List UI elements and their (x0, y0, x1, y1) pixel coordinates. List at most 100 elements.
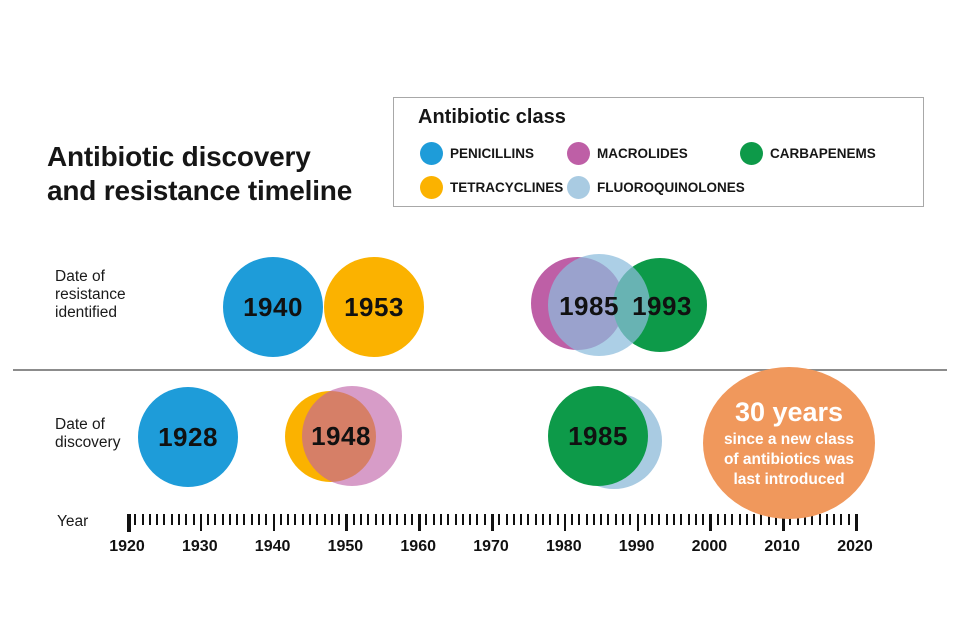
axis-tick (833, 514, 836, 525)
axis-tick-label: 2020 (837, 538, 873, 555)
axis-tick (228, 514, 231, 525)
discovery-row-label-line2: discovery (55, 434, 121, 451)
legend-box: Antibiotic class PENICILLINS MACROLIDES … (393, 97, 924, 207)
axis-tick (396, 514, 399, 525)
axis-tick (236, 514, 239, 525)
axis-tick (665, 514, 668, 525)
axis-tick (381, 514, 384, 525)
axis-tick (825, 514, 828, 525)
axis-tick (745, 514, 748, 525)
axis-tick (367, 514, 370, 525)
axis-tick (141, 514, 144, 525)
axis-tick (578, 514, 581, 525)
legend-item-carbapenems: CARBAPENEMS (740, 141, 876, 165)
axis-tick (673, 514, 675, 525)
legend-label-macrolides: MACROLIDES (597, 145, 688, 161)
axis-tick (571, 514, 574, 525)
resistance-year-tetracyclines: 1953 (344, 291, 404, 322)
axis-tick (723, 514, 726, 525)
axis-tick (374, 514, 377, 525)
callout-line1: since a new class (723, 430, 855, 448)
axis-tick-label: 1970 (473, 538, 509, 555)
axis-tick (796, 514, 799, 525)
axis-tick (309, 514, 311, 525)
axis-tick (185, 514, 188, 525)
axis-tick (512, 514, 515, 525)
discovery-row-label-line1: Date of (55, 416, 105, 433)
axis-tick (177, 514, 180, 525)
axis-tick (760, 514, 763, 525)
row-divider (13, 369, 947, 371)
axis-tick (170, 514, 173, 525)
page-title-line2: and resistance timeline (47, 175, 353, 206)
axis-tick-label: 2000 (691, 538, 728, 555)
axis-tick (163, 514, 166, 525)
axis-tick (527, 514, 530, 525)
axis-tick (804, 514, 807, 525)
axis-tick (156, 514, 159, 525)
axis-tick (403, 514, 406, 525)
axis-tick (709, 514, 712, 531)
axis-tick (592, 514, 595, 525)
tetracyclines-swatch-icon (420, 175, 443, 199)
axis-tick (221, 514, 224, 525)
axis-tick (651, 514, 654, 525)
axis-tick-label: 2010 (764, 538, 800, 555)
axis-tick (541, 514, 544, 525)
axis-tick (687, 514, 690, 525)
axis-tick (607, 514, 610, 525)
axis-tick (440, 514, 443, 525)
axis-tick (432, 514, 435, 525)
discovery-year-tetracyclines-macrolides: 1948 (311, 421, 371, 451)
discovery-bubble-carbapenems: 1985 (548, 386, 648, 486)
legend-item-fluoroquinolones: FLUOROQUINOLONES (567, 175, 745, 199)
axis-tick (250, 514, 253, 525)
axis-tick (614, 514, 617, 525)
axis-year-label: Year (57, 513, 89, 530)
axis-tick (410, 514, 413, 525)
axis-tick (476, 514, 479, 525)
axis-tick (847, 514, 850, 525)
axis-tick (855, 514, 858, 531)
axis-tick (622, 514, 625, 525)
resistance-year-carbapenems: 1993 (632, 291, 692, 321)
resistance-bubble-penicillins: 1940 (223, 257, 323, 357)
axis-tick (774, 514, 777, 525)
axis-tick (418, 514, 421, 531)
axis-tick (330, 514, 333, 525)
axis-tick-label: 1920 (109, 538, 145, 555)
discovery-bubble-macrolides (302, 386, 402, 486)
fluoroquinolones-swatch-icon (567, 175, 590, 199)
resistance-row-label-line3: identified (55, 304, 118, 321)
penicillins-swatch-icon (420, 141, 443, 165)
axis-tick (643, 514, 646, 525)
axis-tick (534, 514, 537, 525)
legend-title: Antibiotic class (418, 106, 566, 128)
axis-tick (279, 514, 282, 525)
axis-tick (811, 514, 814, 525)
axis-ticks: 1920 1930 1940 1950 1960 1970 1980 1990 2000 2010… (109, 514, 873, 564)
axis-tick-label: 1960 (400, 538, 436, 555)
axis-tick (767, 514, 770, 525)
callout-line2: of antibiotics was (723, 450, 855, 468)
legend-item-macrolides: MACROLIDES (567, 141, 688, 165)
axis-tick (491, 514, 494, 531)
axis-tick (840, 514, 843, 525)
legend-item-penicillins: PENICILLINS (420, 141, 534, 165)
resistance-row-label-line2: resistance (55, 286, 126, 303)
axis-tick-label: 1990 (618, 538, 655, 555)
callout-30-years: 30 years since a new class of antibiotic… (703, 367, 875, 519)
legend-item-tetracyclines: TETRACYCLINES (420, 175, 563, 199)
axis-tick (483, 514, 486, 525)
axis-tick (301, 514, 304, 525)
axis-tick (520, 514, 523, 525)
axis-tick (352, 514, 355, 525)
axis-tick (258, 514, 261, 525)
carbapenems-swatch-icon (740, 141, 763, 165)
axis-tick (338, 514, 341, 525)
axis-tick-label: 1950 (327, 538, 364, 555)
axis-tick (272, 514, 276, 531)
axis-tick (287, 514, 290, 525)
axis-tick (294, 514, 297, 525)
